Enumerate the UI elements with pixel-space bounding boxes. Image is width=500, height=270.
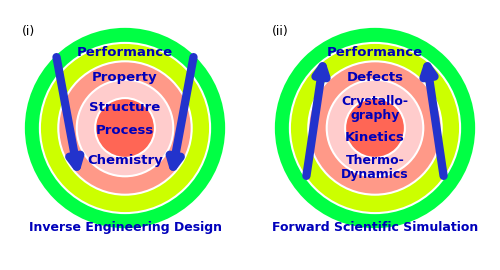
Text: Inverse Engineering Design: Inverse Engineering Design: [28, 221, 222, 234]
Circle shape: [290, 43, 460, 213]
Circle shape: [24, 27, 226, 229]
Text: (i): (i): [22, 25, 35, 38]
Text: Property: Property: [92, 71, 158, 84]
Text: Structure: Structure: [90, 101, 160, 114]
Text: Chemistry: Chemistry: [87, 154, 163, 167]
Text: (ii): (ii): [272, 25, 288, 38]
Text: Crystallo-
graphy: Crystallo- graphy: [342, 95, 408, 122]
Text: Thermo-
Dynamics: Thermo- Dynamics: [341, 154, 409, 181]
Circle shape: [58, 61, 192, 195]
Circle shape: [95, 98, 155, 158]
Circle shape: [308, 61, 442, 195]
Text: Kinetics: Kinetics: [345, 131, 405, 144]
Text: Forward Scientific Simulation: Forward Scientific Simulation: [272, 221, 478, 234]
Text: Performance: Performance: [327, 46, 423, 59]
Circle shape: [40, 43, 210, 213]
Circle shape: [76, 80, 174, 176]
Text: Process: Process: [96, 124, 154, 137]
Circle shape: [326, 80, 424, 176]
Text: Performance: Performance: [77, 46, 173, 59]
Text: Defects: Defects: [346, 71, 404, 84]
Circle shape: [345, 98, 405, 158]
Circle shape: [274, 27, 476, 229]
